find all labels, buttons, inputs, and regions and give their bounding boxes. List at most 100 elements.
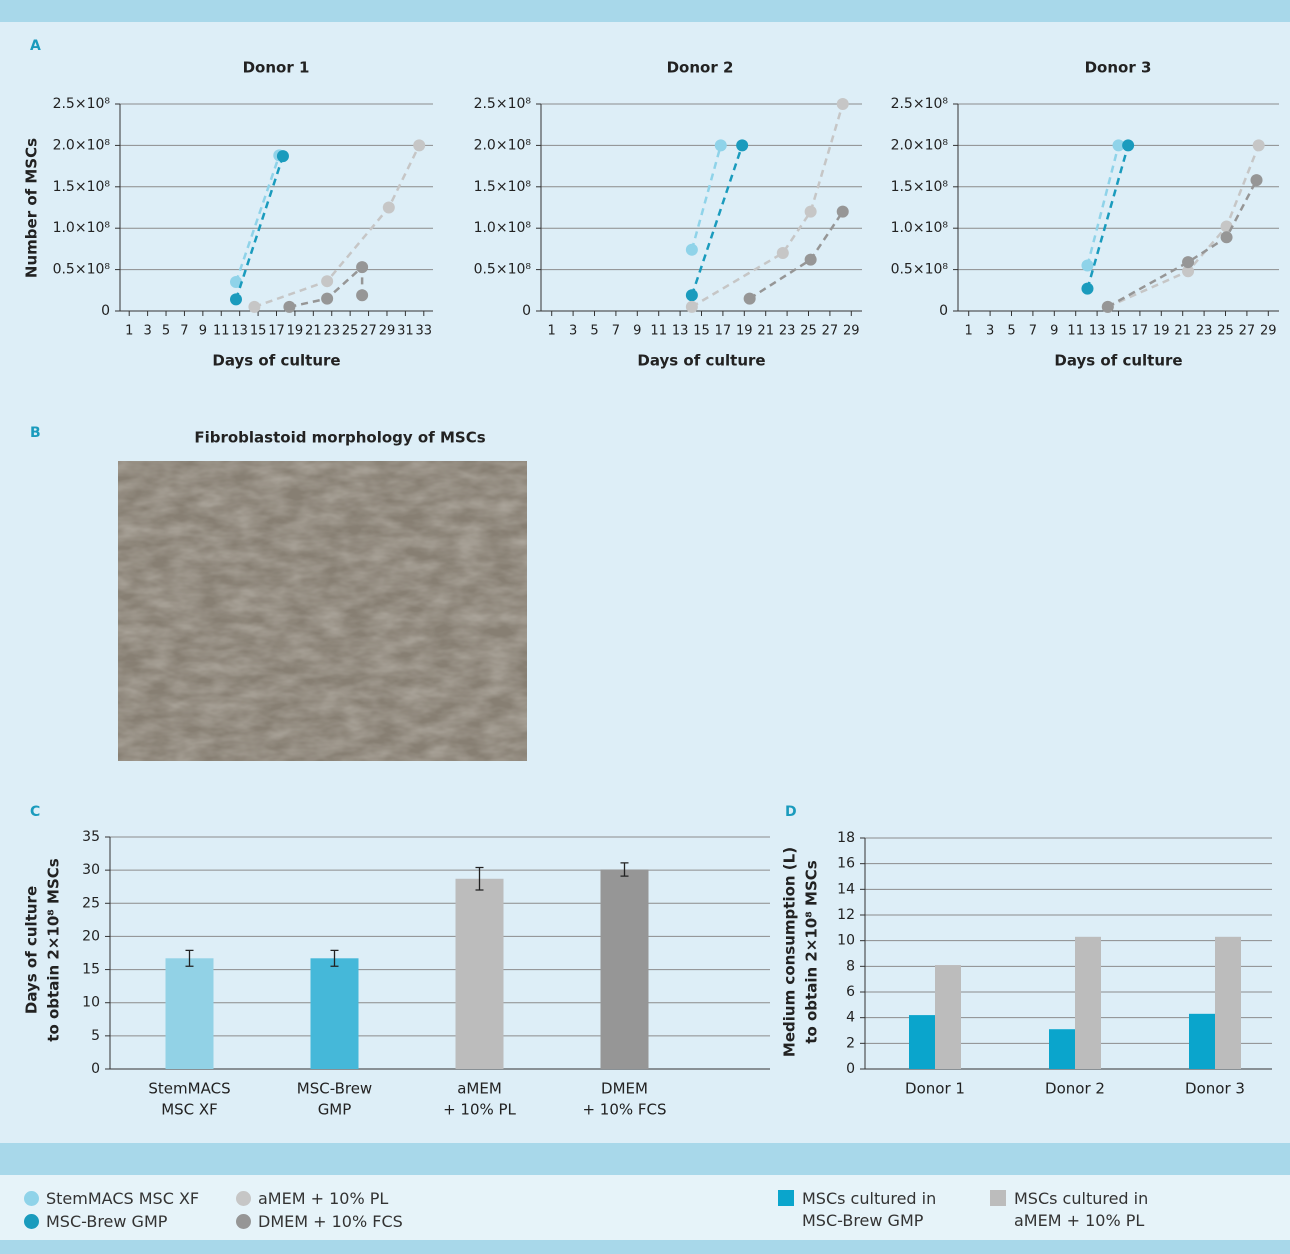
x-tick-label: 5 — [1007, 324, 1015, 339]
trend-line — [289, 264, 364, 309]
legend-marker — [24, 1191, 39, 1206]
x-axis-label: Days of culture — [1054, 352, 1182, 370]
x-tick-label: aMEM — [457, 1080, 502, 1098]
y-tick-label: 1.5×10⁸ — [891, 179, 949, 195]
x-tick-label: 15 — [250, 324, 267, 339]
y-tick-label: 10 — [837, 933, 855, 949]
x-tick-label: 21 — [757, 324, 774, 339]
data-point — [1182, 256, 1195, 269]
x-tick-label: Donor 3 — [1185, 1080, 1245, 1098]
bar — [1049, 1029, 1075, 1069]
x-tick-label: Donor 2 — [1045, 1080, 1105, 1098]
bar — [909, 1015, 935, 1069]
y-tick-label: 2.5×10⁸ — [474, 96, 532, 112]
x-tick-label: 25 — [1217, 324, 1234, 339]
y-tick-label: 0 — [939, 303, 948, 319]
x-tick-label: DMEM — [601, 1080, 648, 1098]
y-tick-label: 0 — [846, 1061, 855, 1077]
y-tick-label: 18 — [837, 830, 855, 846]
y-tick-label: 5 — [91, 1028, 100, 1044]
image-title: Fibroblastoid morphology of MSCs — [194, 429, 485, 447]
trend-line — [234, 154, 281, 283]
y-tick-label: 2 — [846, 1035, 855, 1051]
x-tick-label: 19 — [1153, 324, 1170, 339]
x-tick-label: Donor 1 — [905, 1080, 965, 1098]
data-point — [685, 300, 698, 313]
x-tick-label: 9 — [1050, 324, 1058, 339]
trend-line — [748, 210, 844, 300]
data-point — [804, 205, 817, 218]
x-tick-label: + 10% FCS — [582, 1101, 666, 1119]
x-tick-label: 21 — [1174, 324, 1191, 339]
data-point — [743, 292, 756, 305]
legend-marker — [24, 1214, 39, 1229]
bar — [935, 965, 961, 1069]
x-tick-label: 25 — [342, 324, 359, 339]
y-tick-label: 1.5×10⁸ — [474, 179, 532, 195]
y-tick-label: 6 — [846, 984, 855, 1000]
legend-label: DMEM + 10% FCS — [258, 1212, 403, 1231]
trend-line — [690, 145, 722, 251]
x-tick-label: 3 — [569, 324, 577, 339]
data-point — [283, 300, 296, 313]
x-tick-label: 15 — [1110, 324, 1127, 339]
bottom-band — [0, 1240, 1290, 1254]
data-point — [321, 292, 334, 305]
x-tick-label: 33 — [416, 324, 433, 339]
data-point — [229, 276, 242, 289]
bar — [1189, 1013, 1215, 1069]
x-tick-label: 29 — [1260, 324, 1277, 339]
x-tick-label: 17 — [1132, 324, 1149, 339]
y-tick-label: 25 — [82, 895, 100, 911]
x-tick-label: 23 — [779, 324, 796, 339]
data-point — [382, 201, 395, 214]
x-tick-label: StemMACS — [148, 1080, 230, 1098]
data-point — [356, 289, 369, 302]
x-tick-label: 5 — [590, 324, 598, 339]
data-point — [685, 289, 698, 302]
trend-line — [1107, 179, 1258, 308]
y-tick-label: 0.5×10⁸ — [53, 262, 111, 278]
y-tick-label: 2.0×10⁸ — [891, 137, 949, 153]
panel-letter: A — [30, 38, 41, 54]
x-tick-label: 23 — [1196, 324, 1213, 339]
data-point — [736, 139, 749, 152]
x-tick-label: 3 — [143, 324, 151, 339]
micrograph-texture — [118, 461, 527, 761]
legend-label: StemMACS MSC XF — [46, 1189, 200, 1208]
x-axis-label: Days of culture — [637, 352, 765, 370]
data-point — [413, 139, 426, 152]
legend-label: MSCs cultured in MSC-Brew GMP — [802, 1189, 937, 1230]
x-tick-label: 13 — [672, 324, 689, 339]
y-tick-label: 0 — [101, 303, 110, 319]
x-tick-label: 25 — [800, 324, 817, 339]
data-point — [714, 139, 727, 152]
y-tick-label: 2.0×10⁸ — [474, 137, 532, 153]
x-tick-label: 7 — [1029, 324, 1037, 339]
chart-title: Donor 2 — [667, 59, 734, 77]
x-tick-label: 11 — [213, 324, 230, 339]
y-axis-label: to obtain 2×10⁸ MSCs — [803, 860, 821, 1043]
y-tick-label: 1.0×10⁸ — [891, 220, 949, 236]
data-point — [776, 247, 789, 260]
data-point — [248, 300, 261, 313]
data-point — [276, 150, 289, 163]
legend-marker — [236, 1214, 251, 1229]
x-tick-label: MSC XF — [161, 1101, 218, 1119]
x-tick-label: 1 — [125, 324, 133, 339]
chart-title: Donor 3 — [1085, 59, 1152, 77]
data-point — [229, 293, 242, 306]
panel-letter: C — [30, 804, 40, 820]
data-point — [804, 253, 817, 266]
y-tick-label: 12 — [837, 907, 855, 923]
error-bar — [620, 862, 629, 877]
x-tick-label: MSC-Brew — [297, 1080, 372, 1098]
y-tick-label: 10 — [82, 995, 100, 1011]
x-tick-label: 1 — [965, 324, 973, 339]
data-point — [1250, 174, 1263, 187]
x-tick-label: 7 — [180, 324, 188, 339]
y-tick-label: 20 — [82, 928, 100, 944]
legend-area — [0, 1175, 1290, 1240]
x-tick-label: GMP — [318, 1101, 352, 1119]
data-point — [1182, 265, 1195, 278]
